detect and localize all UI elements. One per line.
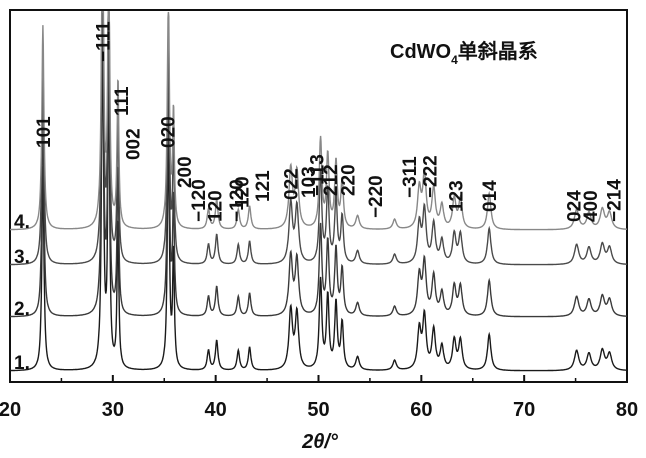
peak-label-5: 020 — [158, 116, 179, 148]
peak-label-24: −214 — [605, 179, 626, 222]
x-tick-label-70: 70 — [513, 399, 535, 421]
series-layer — [10, 11, 628, 372]
series-label-4: 4. — [14, 212, 30, 233]
chart-title: CdWO4单斜晶系 — [390, 39, 538, 67]
peak-label-9: −120 — [227, 179, 248, 222]
x-axis: 20 30 40 50 60 70 80 — [0, 375, 638, 421]
series-labels: 1. 2. 3. 4. — [14, 212, 30, 374]
peak-label-19: −222 — [421, 155, 442, 198]
peak-label-15: 212 — [321, 164, 342, 196]
peak-label-14: −113 — [307, 154, 328, 196]
x-tick-label-50: 50 — [307, 399, 329, 421]
peak-label-12: 022 — [282, 168, 303, 200]
series-line-4 — [10, 11, 628, 231]
peak-label-1: 101 — [34, 116, 55, 148]
chart-title-suffix: 单斜晶系 — [458, 39, 538, 63]
x-tick-label-80: 80 — [616, 399, 638, 421]
series-line-2 — [10, 11, 628, 318]
peak-label-20: 123 — [446, 180, 467, 212]
x-tick-label-40: 40 — [205, 399, 227, 421]
series-label-1: 1. — [14, 353, 30, 374]
peak-label-7: −120 — [189, 179, 210, 222]
peak-label-23: 400 — [581, 190, 602, 222]
series-label-3: 3. — [14, 247, 30, 268]
x-tick-label-30: 30 — [102, 399, 124, 421]
peak-label-18: −311 — [400, 156, 421, 198]
peak-label-22: 024 — [565, 190, 586, 222]
peak-label-6: 200 — [175, 156, 196, 188]
series-label-2: 2. — [14, 299, 30, 320]
peak-label-8: 120 — [206, 190, 227, 222]
peak-label-17: −220 — [366, 175, 387, 218]
peak-label-4: 002 — [123, 128, 144, 160]
series-line-1 — [10, 31, 628, 372]
peak-label-11: 121 — [253, 170, 274, 202]
chart-title-subscript: 4 — [451, 53, 458, 67]
peak-label-16: 220 — [338, 164, 359, 196]
peak-label-2: −111 — [94, 21, 115, 62]
peak-label-10: 120 — [232, 176, 253, 208]
peak-label-21: 014 — [480, 180, 501, 212]
x-tick-label-60: 60 — [410, 399, 432, 421]
series-line-3 — [10, 11, 628, 266]
peak-label-13: 103 — [299, 166, 320, 198]
x-axis-label: 2θ/° — [301, 431, 339, 453]
chart-title-formula: CdWO — [390, 41, 451, 63]
peak-label-3: 111 — [112, 86, 133, 116]
x-tick-label-20: 20 — [0, 399, 21, 421]
